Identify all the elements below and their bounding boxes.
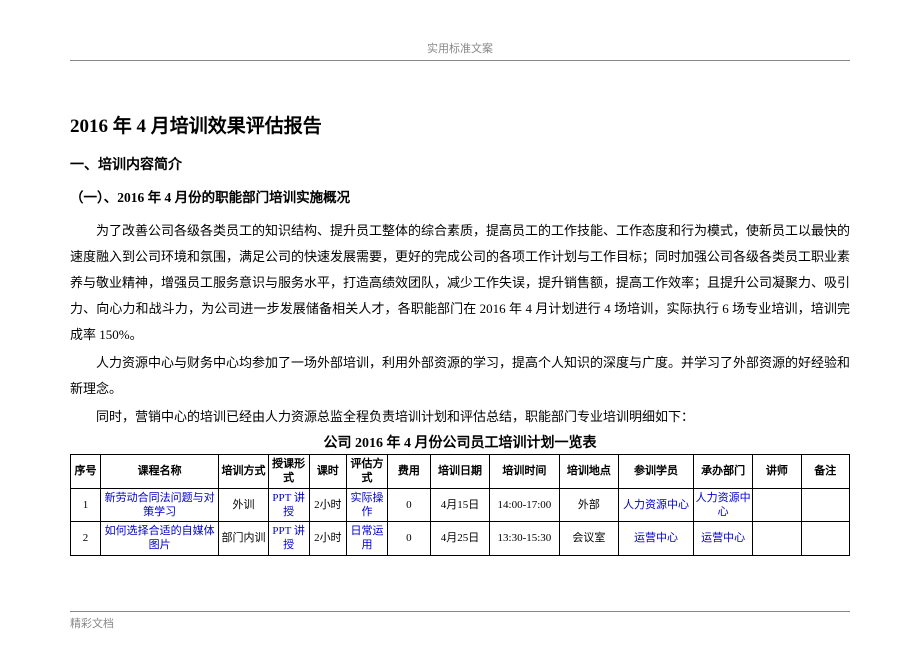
table-header-cell: 序号 [71,455,101,489]
table-cell: 14:00-17:00 [490,488,560,522]
table-cell: 实际操作 [347,488,388,522]
table-cell: 0 [387,488,430,522]
training-table: 序号课程名称培训方式授课形式课时评估方式费用培训日期培训时间培训地点参训学员承办… [70,454,850,556]
table-cell: 4月15日 [430,488,489,522]
header-tag: 实用标准文案 [70,40,850,61]
table-cell: 外部 [559,488,618,522]
table-header-cell: 参训学员 [618,455,693,489]
table-cell [753,488,801,522]
table-header-cell: 培训方式 [219,455,268,489]
table-title: 公司 2016 年 4 月份公司员工培训计划一览表 [70,432,850,452]
table-cell: 部门内训 [219,522,268,556]
table-cell: 会议室 [559,522,618,556]
table-cell: 日常运用 [347,522,388,556]
table-header-cell: 评估方式 [347,455,388,489]
table-cell: PPT 讲授 [268,488,309,522]
section-title: 一、培训内容简介 [70,154,850,174]
table-cell: 1 [71,488,101,522]
table-cell [753,522,801,556]
table-cell: 0 [387,522,430,556]
table-cell: 人力资源中心 [694,488,753,522]
table-header-cell: 讲师 [753,455,801,489]
table-header-cell: 培训地点 [559,455,618,489]
paragraph-2: 人力资源中心与财务中心均参加了一场外部培训，利用外部资源的学习，提高个人知识的深… [70,350,850,402]
subsection-title: （一）、2016 年 4 月份的职能部门培训实施概况 [70,186,850,206]
table-cell: 新劳动合同法问题与对策学习 [101,488,219,522]
table-cell: 4月25日 [430,522,489,556]
table-header-cell: 费用 [387,455,430,489]
table-header-row: 序号课程名称培训方式授课形式课时评估方式费用培训日期培训时间培训地点参训学员承办… [71,455,850,489]
table-cell [801,488,849,522]
table-cell: 2小时 [309,522,347,556]
table-cell: 2 [71,522,101,556]
table-cell [801,522,849,556]
table-header-cell: 课程名称 [101,455,219,489]
table-header-cell: 培训日期 [430,455,489,489]
paragraph-3: 同时，营销中心的培训已经由人力资源总监全程负责培训计划和评估总结，职能部门专业培… [70,404,850,430]
table-header-cell: 授课形式 [268,455,309,489]
table-cell: 如何选择合适的自媒体图片 [101,522,219,556]
table-header-cell: 培训时间 [490,455,560,489]
table-row: 2如何选择合适的自媒体图片部门内训PPT 讲授2小时日常运用04月25日13:3… [71,522,850,556]
table-cell: 人力资源中心 [618,488,693,522]
table-cell: 2小时 [309,488,347,522]
table-row: 1新劳动合同法问题与对策学习外训PPT 讲授2小时实际操作04月15日14:00… [71,488,850,522]
footer-tag: 精彩文档 [70,611,850,631]
table-header-cell: 承办部门 [694,455,753,489]
table-cell: 13:30-15:30 [490,522,560,556]
table-cell: PPT 讲授 [268,522,309,556]
table-header-cell: 备注 [801,455,849,489]
table-cell: 运营中心 [694,522,753,556]
table-header-cell: 课时 [309,455,347,489]
table-cell: 外训 [219,488,268,522]
main-title: 2016 年 4 月培训效果评估报告 [70,111,850,138]
paragraph-1: 为了改善公司各级各类员工的知识结构、提升员工整体的综合素质，提高员工的工作技能、… [70,218,850,348]
table-cell: 运营中心 [618,522,693,556]
